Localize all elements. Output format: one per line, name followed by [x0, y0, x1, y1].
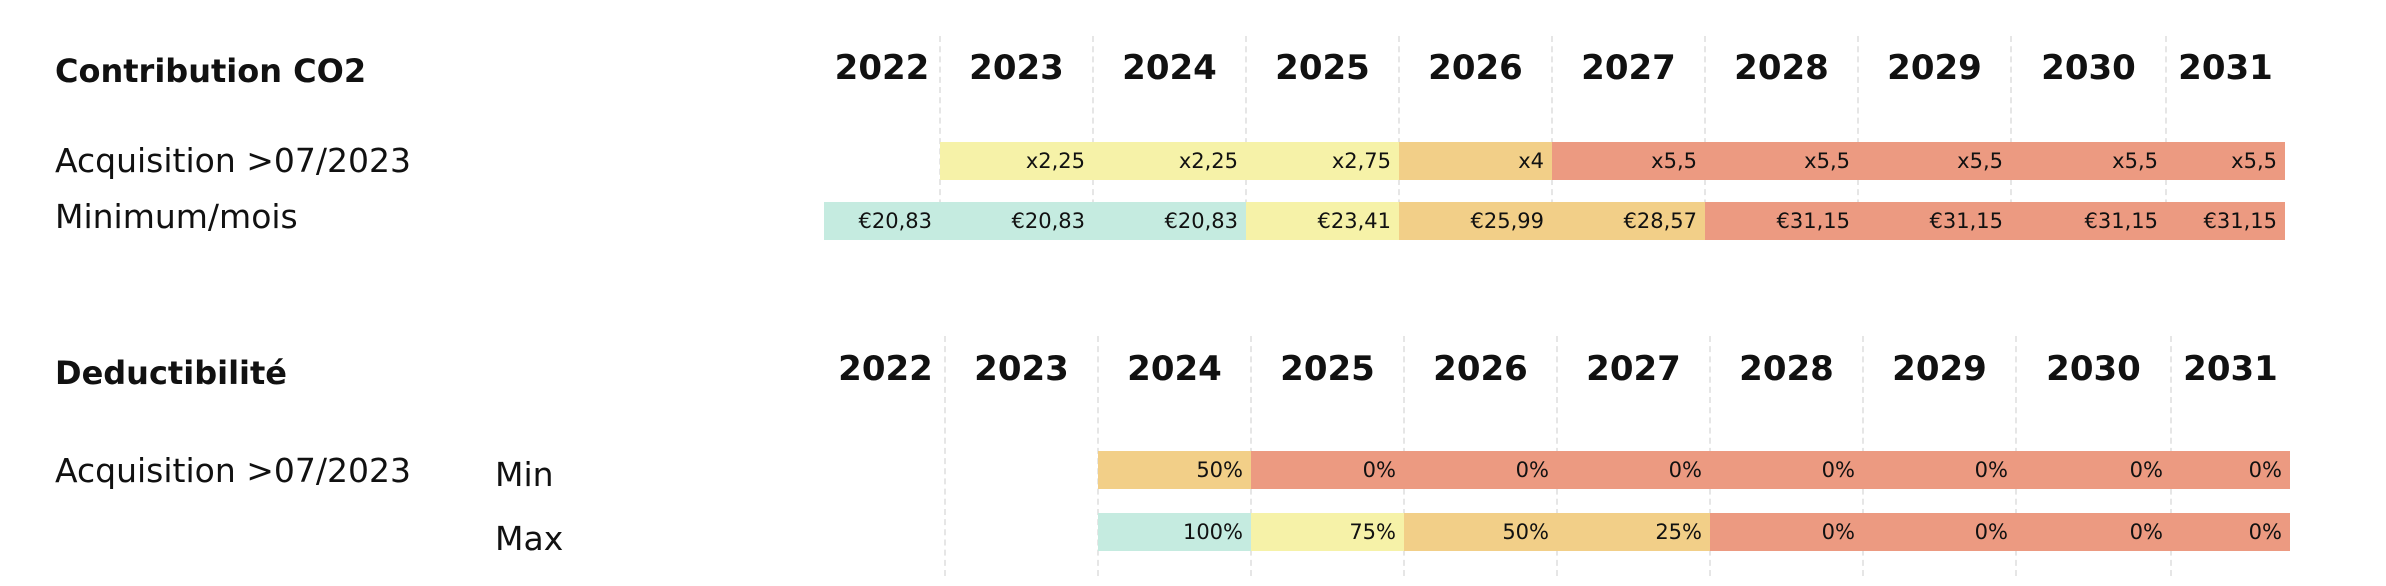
co2-cell-r1-2023: €20,83 [940, 202, 1093, 240]
co2-column-divider [939, 36, 941, 236]
co2-column-divider [1398, 36, 1400, 236]
co2-cell-r0-2029: x5,5 [1858, 142, 2011, 180]
co2-year-2023: 2023 [969, 48, 1064, 88]
co2-cell-r0-2025: x2,75 [1246, 142, 1399, 180]
co2-column-divider [1551, 36, 1553, 236]
co2-cell-r0-2030: x5,5 [2011, 142, 2166, 180]
co2-column-divider [1704, 36, 1706, 236]
deductibility-row-label: Acquisition >07/2023 [55, 451, 411, 490]
co2-cell-r1-2026: €25,99 [1399, 202, 1552, 240]
co2-year-2029: 2029 [1887, 48, 1982, 88]
deductibility-title: Deductibilité [55, 354, 287, 392]
deductibility-year-2030: 2030 [2046, 349, 2141, 389]
deductibility-year-2027: 2027 [1586, 349, 1681, 389]
deductibility-cell-r1-2024: 100% [1098, 513, 1251, 551]
co2-year-2031: 2031 [2178, 48, 2273, 88]
co2-year-2030: 2030 [2041, 48, 2136, 88]
deductibility-cell-r1-2029: 0% [1863, 513, 2016, 551]
deductibility-cell-r0-2026: 0% [1404, 451, 1557, 489]
deductibility-cell-r1-2026: 50% [1404, 513, 1557, 551]
co2-row-label-acquisition: Acquisition >07/2023 [55, 141, 411, 180]
co2-cell-r0-2031: x5,5 [2166, 142, 2285, 180]
co2-cell-r1-2028: €31,15 [1705, 202, 1858, 240]
co2-cell-r1-2025: €23,41 [1246, 202, 1399, 240]
co2-cell-r0-2024: x2,25 [1093, 142, 1246, 180]
co2-year-2022: 2022 [834, 48, 930, 88]
co2-cell-r1-2030: €31,15 [2011, 202, 2166, 240]
deductibility-year-2029: 2029 [1892, 349, 1987, 389]
co2-year-2027: 2027 [1581, 48, 1676, 88]
deductibility-year-2028: 2028 [1739, 349, 1834, 389]
co2-column-divider [1857, 36, 1859, 236]
co2-title: Contribution CO2 [55, 52, 367, 90]
deductibility-year-2024: 2024 [1127, 349, 1222, 389]
co2-year-2028: 2028 [1734, 48, 1829, 88]
deductibility-cell-r0-2024: 50% [1098, 451, 1251, 489]
co2-cell-r0-2027: x5,5 [1552, 142, 1705, 180]
co2-cell-r0-2023: x2,25 [940, 142, 1093, 180]
deductibility-cell-r1-2028: 0% [1710, 513, 1863, 551]
co2-cell-r1-2031: €31,15 [2166, 202, 2285, 240]
co2-cell-r0-2028: x5,5 [1705, 142, 1858, 180]
co2-cell-r1-2029: €31,15 [1858, 202, 2011, 240]
deductibility-cell-r1-2025: 75% [1251, 513, 1404, 551]
deductibility-sublabel-max: Max [495, 519, 564, 558]
deductibility-cell-r0-2031: 0% [2171, 451, 2290, 489]
co2-year-2026: 2026 [1428, 48, 1523, 88]
deductibility-year-2026: 2026 [1433, 349, 1528, 389]
co2-column-divider [2165, 36, 2167, 236]
deductibility-cell-r0-2027: 0% [1557, 451, 1710, 489]
deductibility-cell-r1-2031: 0% [2171, 513, 2290, 551]
co2-year-2025: 2025 [1275, 48, 1370, 88]
co2-row-label-minimum: Minimum/mois [55, 197, 298, 236]
co2-cell-r0-2026: x4 [1399, 142, 1552, 180]
deductibility-cell-r1-2030: 0% [2016, 513, 2171, 551]
co2-cell-r1-2027: €28,57 [1552, 202, 1705, 240]
co2-column-divider [1092, 36, 1094, 236]
deductibility-year-2031: 2031 [2183, 349, 2278, 389]
deductibility-year-2023: 2023 [974, 349, 1069, 389]
deductibility-cell-r0-2028: 0% [1710, 451, 1863, 489]
co2-column-divider [1245, 36, 1247, 236]
deductibility-cell-r0-2025: 0% [1251, 451, 1404, 489]
deductibility-cell-r0-2030: 0% [2016, 451, 2171, 489]
deductibility-sublabel-min: Min [495, 455, 554, 494]
deductibility-cell-r1-2027: 25% [1557, 513, 1710, 551]
deductibility-year-2025: 2025 [1280, 349, 1375, 389]
deductibility-cell-r0-2029: 0% [1863, 451, 2016, 489]
co2-cell-r1-2022: €20,83 [824, 202, 940, 240]
co2-year-2024: 2024 [1122, 48, 1217, 88]
deductibility-column-divider [944, 336, 946, 576]
co2-column-divider [2010, 36, 2012, 236]
deductibility-year-2022: 2022 [838, 349, 933, 389]
co2-cell-r1-2024: €20,83 [1093, 202, 1246, 240]
